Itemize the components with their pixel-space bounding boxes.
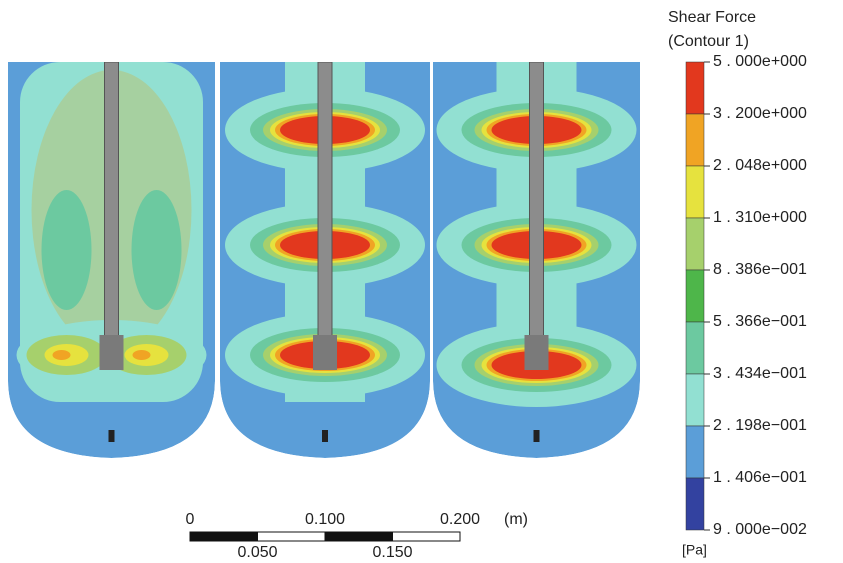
contour-panels (8, 62, 640, 458)
level-label: 9 . 000e−002 (713, 521, 807, 538)
scale-label: 0.100 (305, 511, 345, 528)
level-label: 5 . 366e−001 (713, 313, 807, 330)
panel (220, 62, 430, 458)
color-band (686, 426, 704, 478)
scale-bar: 0 0.100 0.200 0.050 0.150 (m) (186, 511, 528, 561)
level-label: 8 . 386e−001 (713, 261, 807, 278)
scale-label: 0.050 (237, 544, 277, 561)
level-label: 3 . 200e+000 (713, 105, 807, 122)
scale-segment (325, 532, 393, 541)
region (132, 190, 182, 310)
level-label: 5 . 000e+000 (713, 53, 807, 70)
drain (534, 430, 540, 442)
color-band (686, 374, 704, 426)
scale-segment (258, 532, 326, 541)
level-label: 3 . 434e−001 (713, 365, 807, 382)
scale-unit: (m) (504, 511, 528, 528)
legend-title: (Contour 1) (668, 33, 749, 50)
color-band (686, 218, 704, 270)
scale-label: 0.200 (440, 511, 480, 528)
level-label: 1 . 310e+000 (713, 209, 807, 226)
panel (433, 62, 640, 458)
level-label: 2 . 198e−001 (713, 417, 807, 434)
scale-segment (190, 532, 258, 541)
scale-label: 0 (186, 511, 195, 528)
panel (8, 62, 215, 458)
hub (313, 335, 337, 370)
shaft (105, 62, 119, 362)
color-band (686, 322, 704, 374)
scale-label: 0.150 (372, 544, 412, 561)
hub (525, 335, 549, 370)
hub (100, 335, 124, 370)
figure: Shear Force (Contour 1) 5 . 000e+000 3 . 20… (0, 0, 843, 563)
ring (133, 350, 151, 360)
region (42, 190, 92, 310)
shaft (530, 62, 544, 362)
drain (322, 430, 328, 442)
color-band (686, 114, 704, 166)
drain (109, 430, 115, 442)
color-band (686, 478, 704, 530)
color-band (686, 166, 704, 218)
shaft (318, 62, 332, 362)
color-band (686, 270, 704, 322)
color-band (686, 62, 704, 114)
unit-label: [Pa] (682, 542, 707, 558)
level-label: 2 . 048e+000 (713, 157, 807, 174)
scale-segment (393, 532, 461, 541)
ring (53, 350, 71, 360)
legend: Shear Force (Contour 1) 5 . 000e+000 3 . 20… (668, 9, 807, 557)
legend-title: Shear Force (668, 9, 756, 26)
level-label: 1 . 406e−001 (713, 469, 807, 486)
